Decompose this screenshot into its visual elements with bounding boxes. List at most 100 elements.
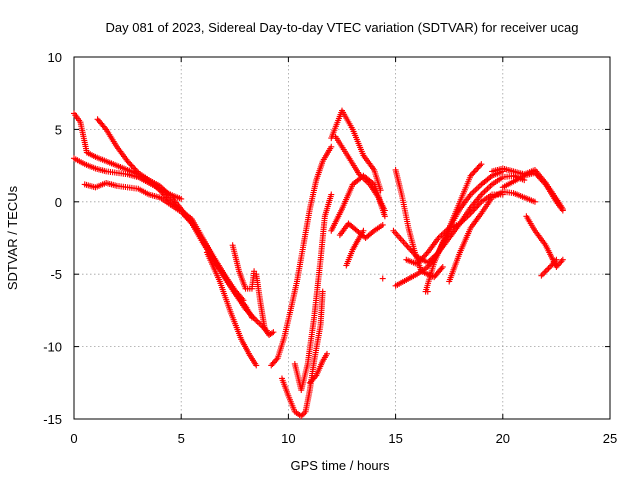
y-tick-label: 0 — [55, 195, 62, 210]
data-point — [557, 259, 564, 266]
data-point — [550, 259, 557, 266]
data-point — [379, 275, 386, 282]
data-point — [369, 228, 376, 235]
data-point — [360, 227, 367, 234]
data-point — [471, 206, 478, 213]
data-point — [124, 158, 131, 165]
data-point — [478, 161, 485, 168]
x-tick-label: 25 — [603, 431, 617, 446]
data-point — [475, 164, 482, 171]
data-point — [481, 188, 488, 195]
data-point — [410, 249, 417, 256]
y-tick-label: -10 — [43, 340, 62, 355]
series-arc7 — [253, 271, 277, 339]
data-point — [535, 174, 542, 181]
data-point — [180, 211, 187, 218]
series-arc6 — [229, 242, 258, 292]
data-point — [422, 252, 429, 259]
data-point — [128, 162, 135, 169]
data-point — [243, 307, 250, 314]
x-tick-label: 15 — [388, 431, 402, 446]
data-point — [309, 376, 316, 383]
chart-title: Day 081 of 2023, Sidereal Day-to-day VTE… — [105, 20, 578, 35]
data-point — [129, 164, 136, 171]
data-point — [328, 143, 335, 150]
data-point — [473, 166, 479, 173]
data-point — [407, 246, 414, 253]
series-arc11 — [306, 350, 330, 386]
data-point — [546, 263, 553, 270]
series-arc24 — [499, 169, 566, 214]
data-point — [549, 261, 556, 268]
data-point — [379, 221, 386, 228]
data-point — [246, 310, 253, 317]
data-point — [245, 308, 252, 315]
data-point — [160, 191, 167, 198]
series-arc2 — [71, 110, 255, 321]
plot-frame — [73, 56, 611, 420]
x-tick-label: 0 — [70, 431, 77, 446]
data-point — [183, 214, 190, 221]
data-point — [403, 242, 410, 249]
data-point — [475, 184, 482, 191]
data-point — [381, 207, 388, 214]
data-point — [310, 375, 317, 382]
data-point — [250, 314, 257, 321]
data-point — [156, 187, 163, 194]
data-point — [473, 204, 479, 211]
data-point — [311, 374, 318, 381]
data-point — [559, 256, 566, 263]
data-point — [416, 258, 423, 265]
data-point — [127, 161, 134, 168]
y-tick-label: 5 — [55, 122, 62, 137]
data-point — [468, 208, 475, 215]
data-point — [484, 185, 491, 192]
data-point — [186, 217, 193, 224]
series-arc5 — [203, 249, 260, 369]
data-point — [541, 269, 548, 276]
series-arc15 — [336, 220, 386, 241]
series-arc26 — [538, 256, 560, 279]
data-point — [540, 178, 546, 185]
data-point — [424, 288, 431, 295]
x-axis-label: GPS time / hours — [291, 458, 390, 473]
data-point — [270, 359, 277, 366]
data-point — [486, 184, 493, 191]
x-tick-label: 20 — [496, 431, 510, 446]
data-point — [184, 216, 191, 223]
series-arc8 — [268, 143, 335, 369]
data-point — [308, 378, 315, 385]
data-point — [544, 266, 551, 273]
data-point — [301, 410, 308, 417]
data-point — [273, 356, 280, 363]
data-point — [182, 213, 189, 220]
data-point — [270, 329, 277, 336]
data-point — [533, 171, 540, 178]
data-point — [541, 179, 548, 186]
y-tick-label: -15 — [43, 412, 62, 427]
data-point — [269, 360, 276, 367]
data-point — [158, 188, 165, 195]
data-point — [125, 159, 132, 166]
data-point — [423, 250, 430, 257]
data-point — [323, 350, 330, 357]
data-point — [438, 265, 445, 272]
data-point — [249, 313, 256, 320]
x-tick-label: 5 — [178, 431, 185, 446]
data-point — [178, 195, 185, 202]
data-point — [531, 169, 538, 176]
data-point — [467, 172, 474, 179]
data-point — [179, 210, 186, 217]
data-point — [411, 250, 418, 257]
data-point — [542, 268, 549, 275]
data-point — [418, 256, 425, 263]
data-point — [548, 262, 555, 269]
data-point — [404, 243, 411, 250]
data-point — [412, 252, 419, 259]
data-point — [268, 330, 275, 337]
data-point — [472, 187, 479, 194]
data-point — [187, 219, 194, 226]
data-point — [406, 245, 412, 252]
data-point — [247, 311, 254, 318]
